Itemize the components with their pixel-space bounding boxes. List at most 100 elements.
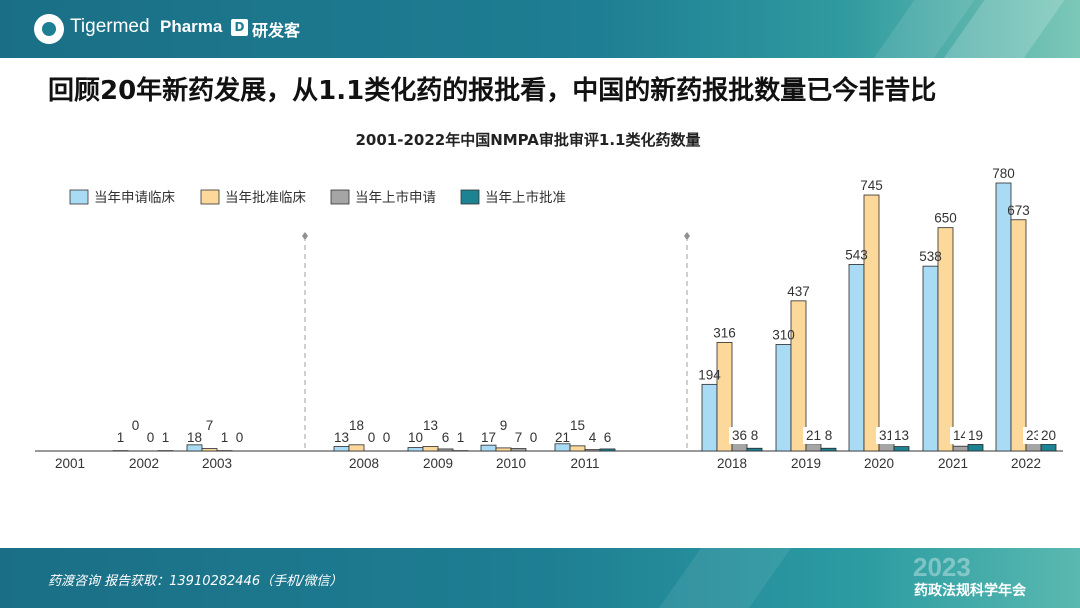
bar [848, 264, 865, 452]
bar [1040, 443, 1057, 452]
data-label-bg [822, 427, 835, 444]
data-label: 0 [132, 418, 140, 433]
slide-title: 回顾20年新药发展，从1.1类化药的报批看，中国的新药报批数量已今非昔比 [48, 76, 937, 106]
bar [952, 445, 969, 452]
data-label: 0 [147, 430, 155, 445]
tigermed-logo-icon [34, 14, 64, 44]
bar [922, 265, 939, 452]
data-label: 20 [1041, 428, 1056, 443]
bar [746, 447, 763, 452]
data-label: 0 [368, 430, 376, 445]
data-label: 21 [806, 428, 821, 443]
data-label: 14 [953, 428, 969, 443]
bar [893, 446, 910, 452]
bar [716, 342, 733, 452]
x-tick-label: 2001 [55, 456, 85, 471]
bar [599, 448, 616, 452]
data-label: 13 [334, 430, 349, 445]
legend-label: 当年上市申请 [355, 189, 436, 206]
header-banner: Tigermed Pharma D 研发客 [0, 0, 1080, 58]
data-label: 31 [879, 428, 894, 443]
data-label: 538 [919, 249, 942, 264]
data-label: 36 [732, 428, 747, 443]
x-tick-label: 2008 [349, 456, 379, 471]
data-label: 1 [117, 430, 125, 445]
data-label: 18 [187, 430, 202, 445]
bar [967, 444, 984, 452]
bar [348, 444, 365, 452]
data-label: 543 [845, 247, 868, 262]
data-label-bg [729, 427, 750, 444]
data-label: 7 [515, 430, 523, 445]
bar [701, 383, 718, 452]
footer-year: 2023 [913, 552, 971, 582]
footer-contact: 药渡咨询 报告获取：13910282446（手机/微信） [48, 574, 343, 589]
bar [1010, 219, 1027, 452]
x-tick-label: 2018 [717, 456, 747, 471]
data-label: 18 [349, 418, 364, 433]
data-label: 780 [992, 166, 1015, 181]
legend-swatch [460, 189, 480, 205]
pharma-logo-cn: 研发客 [252, 21, 301, 40]
data-label-bg [965, 427, 986, 444]
x-tick-label: 2009 [423, 456, 453, 471]
legend-label: 当年批准临床 [225, 190, 306, 206]
data-label: 10 [408, 430, 423, 445]
legend-label: 当年上市批准 [485, 189, 566, 206]
data-label: 194 [698, 367, 721, 382]
x-tick-label: 2010 [496, 456, 526, 471]
x-tick-label: 2021 [938, 456, 968, 471]
bar [790, 300, 807, 452]
data-label: 7 [206, 418, 214, 433]
gap-divider-marker [302, 232, 308, 240]
bar [201, 448, 218, 452]
chart-title: 2001-2022年中国NMPA审批审评1.1类化药数量 [355, 131, 700, 149]
footer-event: 药政法规科学年会 [914, 583, 1026, 599]
footer-decor-stripe [651, 548, 799, 608]
x-tick-label: 2020 [864, 456, 894, 471]
data-label-bg [1038, 427, 1059, 444]
bar [407, 447, 424, 452]
x-tick-label: 2011 [570, 456, 599, 471]
bar [775, 344, 792, 452]
bar [186, 444, 203, 452]
x-tick-label: 2019 [791, 456, 821, 471]
data-label: 1 [162, 430, 170, 445]
gap-divider-marker [684, 232, 690, 240]
data-label: 316 [713, 325, 736, 340]
bar [805, 443, 822, 452]
legend-swatch [330, 189, 350, 205]
x-tick-label: 2022 [1011, 456, 1041, 471]
data-label: 0 [383, 430, 391, 445]
data-label: 6 [442, 430, 450, 445]
bar [937, 227, 954, 452]
data-label: 310 [772, 327, 795, 342]
data-label: 19 [968, 428, 983, 443]
data-label: 13 [894, 428, 909, 443]
data-label: 0 [530, 430, 538, 445]
bar [1025, 442, 1042, 452]
data-label: 437 [787, 284, 810, 299]
data-label: 650 [934, 211, 957, 226]
bar [480, 444, 497, 452]
bar [820, 447, 837, 452]
data-label-bg [803, 427, 824, 444]
data-label: 6 [604, 430, 612, 445]
bar [333, 446, 350, 452]
bar [422, 446, 439, 452]
data-label: 673 [1007, 203, 1030, 218]
x-tick-label: 2003 [202, 456, 232, 471]
data-label: 0 [236, 430, 244, 445]
bar [437, 448, 454, 452]
data-label: 23 [1026, 428, 1041, 443]
data-label: 8 [751, 428, 759, 443]
data-label: 1 [457, 430, 465, 445]
pharma-logo-badge: D [231, 19, 248, 36]
data-label: 13 [423, 418, 438, 433]
tigermed-logo-text: Tigermed [70, 16, 150, 37]
data-label: 745 [860, 178, 883, 193]
data-label-bg [748, 427, 761, 444]
data-label: 21 [555, 430, 570, 445]
bar [995, 182, 1012, 452]
